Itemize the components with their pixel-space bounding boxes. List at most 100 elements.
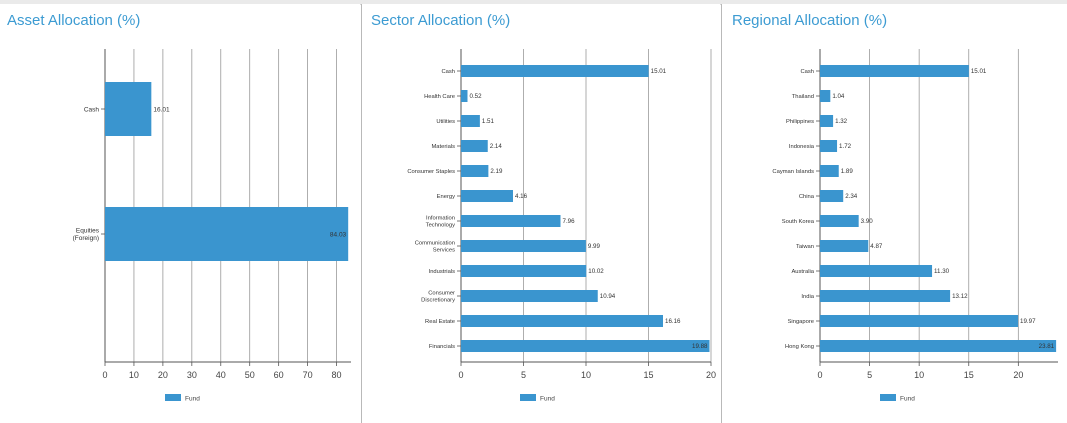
value-label: 1.72: [839, 143, 852, 150]
bar: [820, 140, 838, 152]
value-label: 4.87: [870, 243, 883, 250]
category-label: Energy: [437, 194, 455, 200]
category-label: China: [799, 194, 815, 200]
category-label: Consumer Discretionary: [421, 291, 455, 304]
x-tick-label: 15: [964, 370, 974, 380]
legend-label: Fund: [900, 396, 915, 403]
x-tick-label: 20: [1013, 370, 1023, 380]
category-label: Cash: [800, 69, 814, 75]
value-label: 15.01: [651, 68, 667, 75]
category-label: India: [801, 294, 814, 300]
value-label: 2.14: [490, 143, 503, 150]
legend-label: Fund: [185, 396, 200, 403]
value-label: 13.12: [952, 293, 968, 300]
x-tick-label: 80: [332, 370, 342, 380]
category-label: Health Care: [424, 94, 455, 100]
category-label: Industrials: [429, 269, 456, 275]
value-label: 1.51: [482, 118, 495, 125]
category-label: Indonesia: [789, 144, 815, 150]
value-label: 23.81: [1039, 343, 1055, 350]
legend-swatch: [520, 394, 536, 401]
value-label: 2.34: [845, 193, 858, 200]
bar: [820, 90, 831, 102]
value-label: 1.32: [835, 118, 848, 125]
value-label: 10.02: [588, 268, 604, 275]
sector-allocation-title: Sector Allocation (%): [371, 12, 511, 29]
value-label: 9.99: [588, 243, 601, 250]
category-label: Cash: [441, 69, 455, 75]
bar: [461, 90, 468, 102]
category-label: Financials: [429, 344, 455, 350]
x-tick-label: 15: [643, 370, 653, 380]
asset-allocation-title: Asset Allocation (%): [7, 12, 141, 29]
x-tick-label: 0: [817, 370, 822, 380]
bar: [461, 165, 489, 177]
regional-allocation-title: Regional Allocation (%): [732, 12, 888, 29]
category-label: Hong Kong: [785, 344, 814, 350]
x-tick-label: 50: [245, 370, 255, 380]
x-tick-label: 70: [303, 370, 313, 380]
category-label: Thailand: [792, 94, 814, 100]
value-label: 0.52: [470, 93, 483, 100]
value-label: 1.04: [832, 93, 845, 100]
asset-allocation-chart: 0 10 20 30 40 50 60 70 80 Cash 16.01 Equities (Forei…: [73, 49, 351, 403]
bar: [820, 215, 859, 227]
category-label: South Korea: [782, 219, 815, 225]
value-label: 15.01: [971, 68, 987, 75]
bar: [820, 165, 839, 177]
category-label: Consumer Staples: [407, 169, 455, 175]
bar: [461, 140, 488, 152]
x-tick-label: 20: [158, 370, 168, 380]
panel-divider: [361, 4, 362, 423]
bar: [461, 290, 598, 302]
legend-swatch: [165, 394, 181, 401]
regional-allocation-panel: Regional Allocation (%) 0 5 10 15 20 Cash 15.0…: [722, 4, 1067, 423]
x-tick-label: 30: [187, 370, 197, 380]
value-label: 1.89: [841, 168, 854, 175]
sector-allocation-panel: Sector Allocation (%) 0 5 10 15 20 Cash 15.01 H…: [362, 4, 720, 423]
bar: [820, 190, 844, 202]
x-tick-label: 5: [867, 370, 872, 380]
category-label: Taiwan: [796, 244, 814, 250]
category-label: Singapore: [788, 319, 814, 325]
value-label: 4.16: [515, 193, 528, 200]
bar: [820, 315, 1019, 327]
value-label: 16.16: [665, 318, 681, 325]
bar: [820, 115, 834, 127]
x-tick-label: 10: [914, 370, 924, 380]
value-label: 84.03: [330, 231, 347, 238]
category-label: Philippines: [786, 119, 814, 125]
x-tick-label: 20: [706, 370, 716, 380]
bar: [461, 215, 561, 227]
bar: [461, 190, 513, 202]
bar: [820, 340, 1057, 352]
x-tick-label: 60: [274, 370, 284, 380]
regional-allocation-chart: 0 5 10 15 20 Cash 15.01 Thailand 1.04 Philippines…: [772, 49, 1058, 403]
x-tick-label: 10: [581, 370, 591, 380]
bar: [105, 207, 349, 261]
value-label: 2.19: [490, 168, 503, 175]
asset-allocation-panel: Asset Allocation (%) 0 10 20 30 40 50 60 70 80 Ca…: [0, 4, 360, 423]
bar: [461, 340, 710, 352]
bar: [820, 240, 869, 252]
bar: [461, 315, 663, 327]
x-tick-label: 0: [102, 370, 107, 380]
category-label: Cayman Islands: [772, 169, 814, 175]
panel-divider: [721, 4, 722, 423]
category-label: Information Technology: [426, 216, 455, 229]
value-label: 16.01: [153, 106, 170, 113]
value-label: 19.97: [1020, 318, 1036, 325]
bar: [820, 290, 951, 302]
bar: [820, 65, 969, 77]
category-label: Real Estate: [425, 319, 455, 325]
bar: [105, 82, 152, 136]
bar: [461, 65, 649, 77]
value-label: 19.88: [692, 343, 708, 350]
bar: [820, 265, 933, 277]
bar: [461, 240, 586, 252]
legend-label: Fund: [540, 396, 555, 403]
x-tick-label: 40: [216, 370, 226, 380]
category-label: Materials: [431, 144, 455, 150]
sector-allocation-chart: 0 5 10 15 20 Cash 15.01 Health Care 0.52 Utilitie…: [407, 49, 716, 403]
bar: [461, 265, 587, 277]
